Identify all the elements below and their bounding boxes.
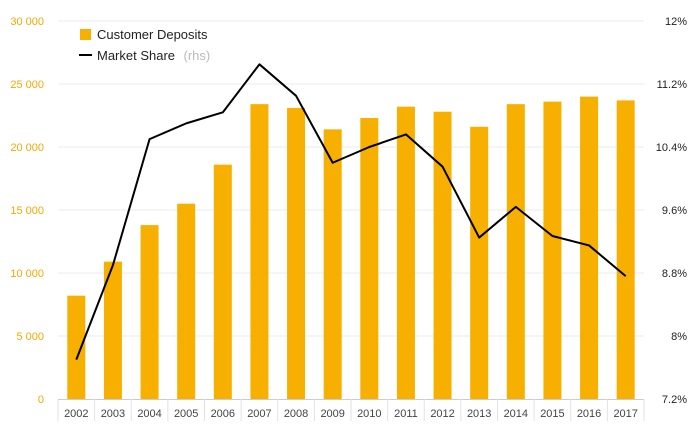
bar [616, 100, 635, 399]
bar [103, 261, 122, 399]
bar [287, 107, 306, 399]
y-right-tick-label: 12% [665, 16, 687, 28]
legend: Customer Deposits Market Share (rhs) [79, 27, 210, 64]
legend-label-market-share: Market Share (rhs) [97, 47, 210, 64]
bar [177, 203, 196, 399]
x-tick-label: 2004 [137, 408, 161, 420]
legend-swatch-customer-deposits [80, 29, 91, 40]
bar-series-customer-deposits [67, 96, 635, 400]
y-right-tick-label: 8.8% [662, 268, 687, 280]
y-right-tick-label: 10.4% [656, 142, 687, 154]
legend-label-market-share-name: Market Share [97, 48, 175, 63]
x-tick-label: 2003 [101, 408, 125, 420]
y-left-tick-label: 25 000 [10, 79, 44, 91]
bar [580, 96, 599, 399]
bar [213, 164, 232, 399]
bar [506, 104, 525, 399]
x-tick-label: 2013 [467, 408, 491, 420]
x-tick-label: 2012 [430, 408, 454, 420]
bar [250, 104, 269, 399]
y-left-tick-label: 15 000 [10, 205, 44, 217]
bar [433, 111, 452, 399]
y-left-tick-label: 5 000 [16, 331, 44, 343]
y-left-tick-label: 20 000 [10, 142, 44, 154]
x-tick-label: 2016 [577, 408, 601, 420]
bar [67, 295, 86, 399]
legend-label-customer-deposits: Customer Deposits [97, 27, 208, 42]
x-tick-label: 2015 [540, 408, 564, 420]
bar [360, 118, 379, 400]
x-tick-label: 2009 [320, 408, 344, 420]
x-tick-label: 2005 [174, 408, 198, 420]
x-tick-label: 2010 [357, 408, 381, 420]
y-right-tick-label: 8% [671, 331, 687, 343]
x-tick-label: 2014 [504, 408, 528, 420]
x-tick-label: 2002 [64, 408, 88, 420]
x-tick-label: 2007 [247, 408, 271, 420]
y-right-tick-label: 7.2% [662, 394, 687, 406]
y-left-tick-label: 0 [38, 394, 44, 406]
bar [323, 129, 342, 400]
line-series-market-share [75, 63, 627, 360]
axes: 0 5 000 10 000 15 000 20 000 25 000 30 000 7.2%… [10, 16, 687, 421]
y-left-tick-label: 30 000 [10, 16, 44, 28]
market-share-line [75, 63, 627, 360]
y-left-tick-label: 10 000 [10, 268, 44, 280]
bar [140, 225, 159, 399]
x-tick-label: 2006 [211, 408, 235, 420]
legend-label-market-share-suffix: (rhs) [184, 48, 211, 63]
x-tick-label: 2008 [284, 408, 308, 420]
bar [396, 106, 415, 400]
y-right-tick-label: 11.2% [657, 79, 688, 91]
x-tick-label: 2011 [394, 408, 418, 420]
bar [470, 126, 489, 399]
y-right-tick-label: 9.6% [662, 205, 687, 217]
x-tick-label: 2017 [613, 408, 637, 420]
bar [543, 101, 562, 399]
